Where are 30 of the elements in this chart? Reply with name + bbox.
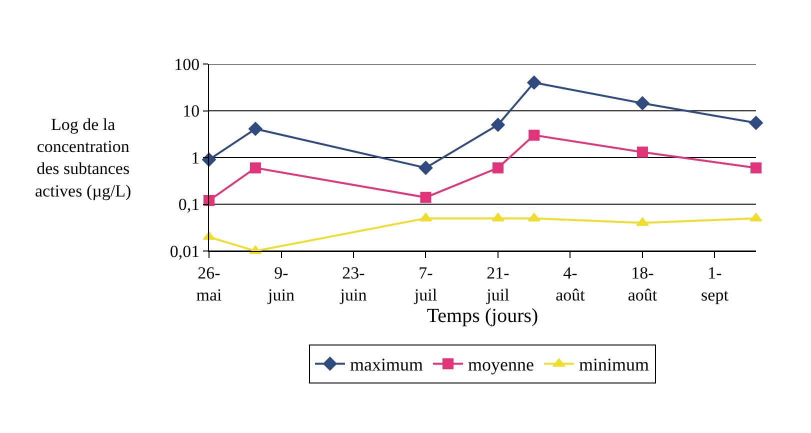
point <box>528 130 540 141</box>
y-tick-label: 100 <box>174 54 200 74</box>
point <box>492 162 504 174</box>
legend-label: maximum <box>350 354 423 375</box>
x-tick-label: 9- juin <box>267 263 295 304</box>
legend-label: minimum <box>578 354 650 375</box>
point <box>635 96 650 110</box>
point <box>750 162 762 174</box>
x-tick-label: 18- août <box>628 263 658 304</box>
y-axis-title: Log de la concentration des subtances actives (µg/L) <box>35 115 132 200</box>
x-tick-label: 7- juil <box>413 263 438 304</box>
x-tick-label: 23- juin <box>339 263 368 304</box>
point <box>420 192 432 203</box>
x-tick-label: 21- juil <box>486 263 510 304</box>
point <box>248 122 262 136</box>
x-tick-label: 26- mai <box>196 263 222 304</box>
point <box>636 146 648 158</box>
y-tick-label: 1 <box>191 148 200 168</box>
legend-label: moyenne <box>468 354 534 375</box>
point <box>490 118 505 132</box>
point <box>749 116 763 130</box>
y-tick-label: 0,1 <box>178 195 200 214</box>
y-tick-label: 10 <box>182 102 200 121</box>
x-axis-title: Temps (jours) <box>426 305 538 327</box>
point <box>527 76 542 90</box>
point <box>418 160 433 175</box>
x-tick-label: 4- août <box>556 263 586 304</box>
x-tick-label: 1- sept <box>701 263 729 304</box>
point <box>250 162 261 174</box>
y-tick-label: 0,01 <box>170 242 200 261</box>
